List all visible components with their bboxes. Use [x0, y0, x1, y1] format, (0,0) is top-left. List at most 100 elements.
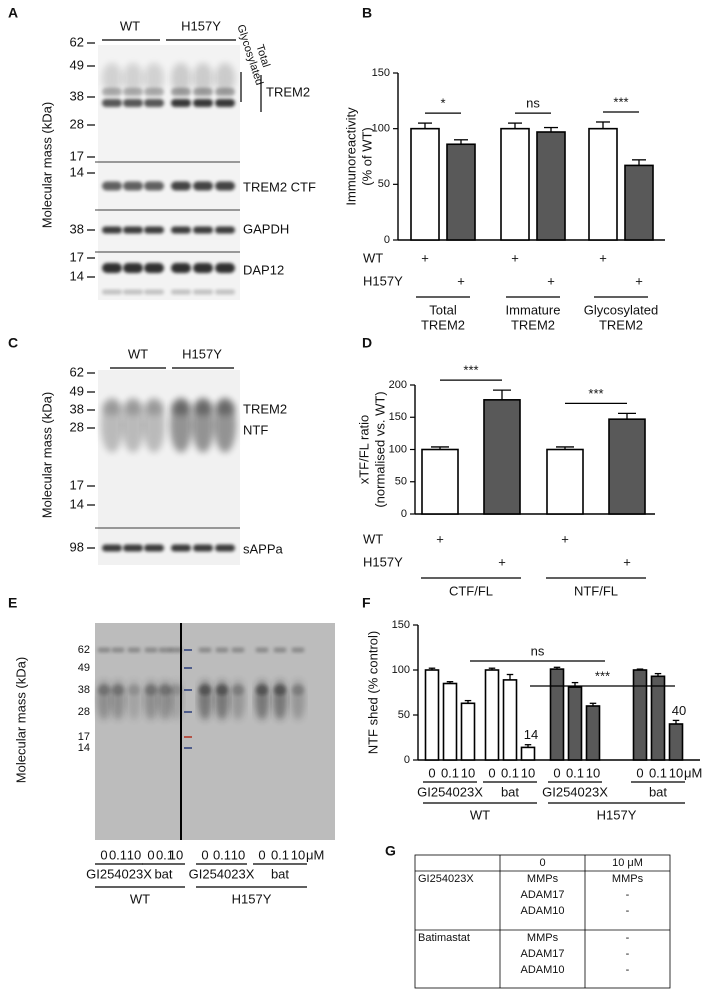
blot-c-background [98, 370, 240, 565]
marker-label: 14 [70, 268, 84, 283]
bar [410, 127, 440, 241]
blot-band [144, 263, 164, 273]
marker-label: 38 [78, 684, 90, 696]
dose-label: 0 [201, 847, 208, 862]
bar [460, 702, 476, 761]
table-cell: MMPs [527, 873, 559, 885]
category-label: Total [429, 302, 457, 317]
bar [502, 679, 518, 761]
value-label: 40 [672, 703, 686, 718]
marker-label: 38 [70, 221, 84, 236]
blot-band [102, 226, 122, 234]
dose-label: 0.1 [213, 847, 231, 862]
category-label: NTF/FL [574, 583, 618, 598]
row-label: WT [363, 250, 383, 265]
blot-band [171, 181, 191, 191]
dose-label: 10 [169, 847, 183, 862]
blot-band [123, 226, 143, 234]
table-row-label: GI254023X [418, 873, 474, 885]
y-tick-label: 100 [372, 123, 390, 135]
blot-band [102, 181, 122, 191]
band-label: NTF [243, 422, 268, 437]
blot-band [291, 647, 305, 653]
panel-letter: G [385, 843, 396, 859]
blot-band [231, 685, 245, 695]
marker-label: 62 [70, 364, 84, 379]
blot-band [144, 181, 164, 191]
blot-band [102, 263, 122, 273]
y-tick-label: 0 [404, 754, 410, 766]
blot-band [273, 685, 287, 695]
marker-label: 38 [70, 88, 84, 103]
condition-marker: + [599, 250, 607, 265]
blot-band [215, 647, 229, 653]
category-label: TREM2 [421, 317, 465, 332]
bar [588, 127, 618, 241]
condition-marker: + [436, 531, 444, 546]
y-tick-label: 150 [392, 619, 410, 631]
condition-marker: + [421, 250, 429, 265]
blot-band [193, 263, 213, 273]
blot-band [215, 289, 235, 295]
marker-label: 14 [70, 164, 84, 179]
blot-band [193, 99, 213, 107]
condition-marker: + [635, 273, 643, 288]
y-axis-label: Immunoreactivity [343, 107, 358, 206]
blot-band [215, 99, 235, 107]
category-label: CTF/FL [449, 583, 493, 598]
bar [650, 675, 666, 761]
blot-band [158, 647, 172, 653]
group-label: WT [120, 18, 140, 33]
bar [624, 164, 654, 241]
bar [549, 668, 565, 761]
table-cell: MMPs [612, 873, 644, 885]
blot-band [215, 88, 235, 96]
blot-band [123, 181, 143, 191]
table-cell: - [626, 905, 630, 917]
group-label: H157Y [182, 346, 222, 361]
band-label: TREM2 [266, 84, 310, 99]
table-row-label: Batimastat [418, 932, 470, 944]
blot-band [123, 544, 143, 552]
blot-band [215, 401, 235, 415]
table-cell: - [626, 948, 630, 960]
treatment-label: bat [271, 866, 289, 881]
blot-band [171, 88, 191, 96]
group-label: WT [130, 891, 150, 906]
blot-band [169, 685, 183, 695]
bar [500, 127, 530, 241]
y-tick-label: 50 [398, 709, 410, 721]
dose-label: 0 [147, 847, 154, 862]
group-label: H157Y [232, 891, 272, 906]
blot-band [215, 181, 235, 191]
marker-label: 28 [70, 419, 84, 434]
bar [668, 723, 684, 761]
y-axis-label: Molecular mass (kDa) [39, 392, 54, 518]
y-axis-label: NTF shed (% control) [365, 631, 380, 755]
blot-band [127, 647, 141, 653]
blot-band [171, 544, 191, 552]
blot-band [144, 401, 164, 415]
y-tick-label: 150 [372, 67, 390, 79]
y-axis-label: Molecular mass (kDa) [39, 102, 54, 228]
bar [632, 669, 648, 761]
blot-band [193, 63, 213, 93]
table-cell: - [626, 932, 630, 944]
treatment-label: GI254023X [417, 784, 483, 799]
group-label: WT [470, 807, 490, 822]
treatment-label: GI254023X [189, 866, 255, 881]
condition-marker: + [498, 554, 506, 569]
table-header: 0 [539, 857, 545, 869]
bar [421, 448, 459, 515]
panel-letter: B [362, 5, 372, 21]
bar [608, 418, 646, 515]
significance-label: *** [588, 386, 603, 401]
y-tick-label: 50 [395, 476, 407, 488]
marker-label: 17 [70, 249, 84, 264]
group-label: H157Y [181, 18, 221, 33]
marker-label: 17 [78, 731, 90, 743]
blot-band [193, 226, 213, 234]
blot-a-background [98, 45, 240, 300]
dose-label: 0.1 [109, 847, 127, 862]
dose-label: 0 [636, 765, 643, 780]
